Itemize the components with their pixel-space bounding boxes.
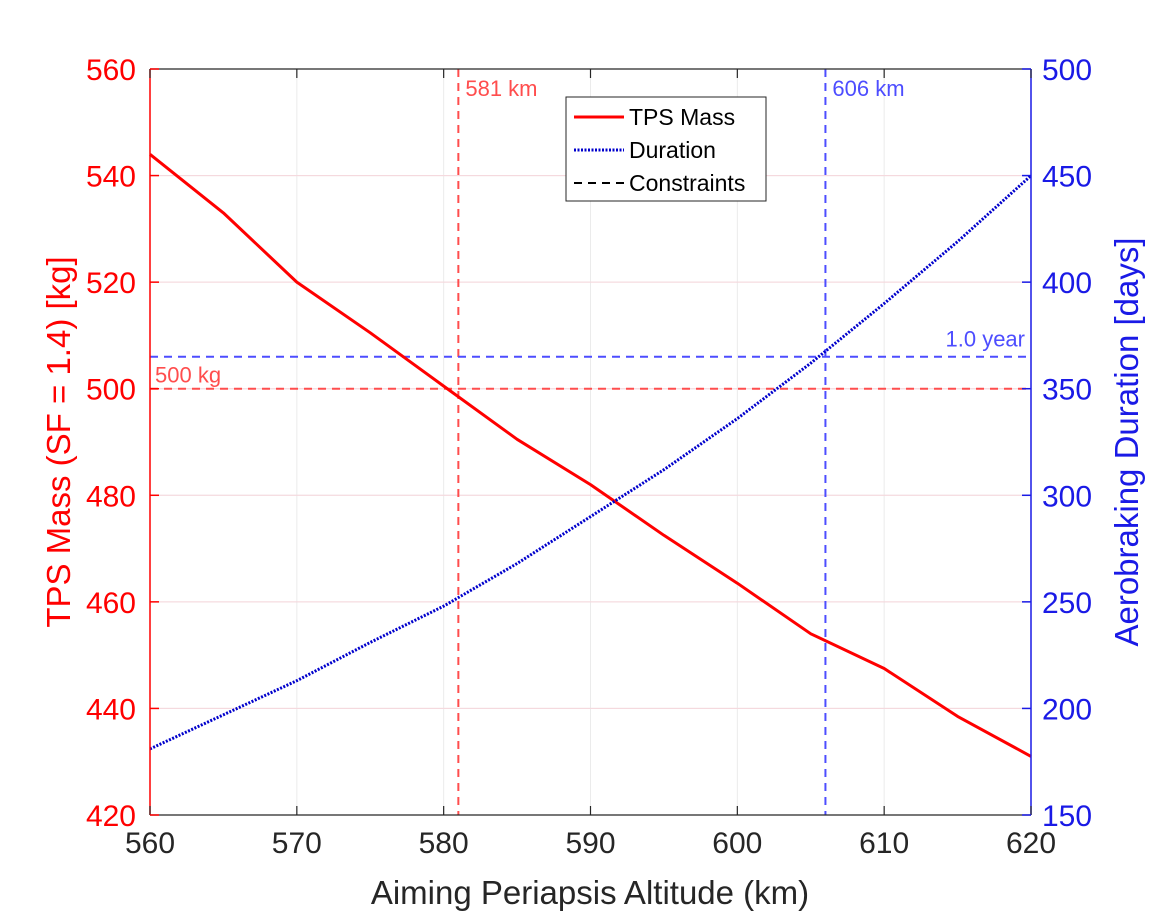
x-tick-label: 620 bbox=[1006, 827, 1056, 860]
y-left-tick-label: 520 bbox=[86, 267, 136, 300]
axes bbox=[149, 68, 1032, 816]
y-left-tick-label: 560 bbox=[86, 54, 136, 87]
y-right-tick-label: 200 bbox=[1042, 693, 1092, 726]
x-axis-label: Aiming Periapsis Altitude (km) bbox=[371, 874, 809, 911]
tick-labels: 560 570 580 590 600 610 620 420 440 460 480 500 520 5… bbox=[86, 54, 1092, 860]
legend-label: TPS Mass bbox=[629, 104, 735, 130]
y-left-tick-label: 420 bbox=[86, 800, 136, 833]
x-tick-label: 570 bbox=[272, 827, 322, 860]
y-left-tick-label: 540 bbox=[86, 161, 136, 194]
tps-mass-line bbox=[149, 153, 1032, 758]
legend-label: Duration bbox=[629, 137, 716, 163]
constraint-lines bbox=[150, 69, 1031, 815]
y-right-tick-label: 450 bbox=[1042, 161, 1092, 194]
legend: TPS Mass Duration Constraints bbox=[565, 96, 767, 202]
y-right-tick-label: 350 bbox=[1042, 374, 1092, 407]
y-left-tick-label: 460 bbox=[86, 587, 136, 620]
y-right-tick-label: 500 bbox=[1042, 54, 1092, 87]
y-right-tick-label: 400 bbox=[1042, 267, 1092, 300]
legend-label: Constraints bbox=[629, 170, 745, 196]
y-right-tick-label: 250 bbox=[1042, 587, 1092, 620]
constraint-annotation: 606 km bbox=[832, 76, 904, 101]
y-left-tick-label: 480 bbox=[86, 480, 136, 513]
x-tick-label: 580 bbox=[419, 827, 469, 860]
x-tick-label: 590 bbox=[565, 827, 615, 860]
series-lines bbox=[149, 153, 1033, 758]
constraint-annotation: 1.0 year bbox=[946, 327, 1026, 352]
x-tick-label: 610 bbox=[859, 827, 909, 860]
y-left-tick-label: 500 bbox=[86, 374, 136, 407]
duration-line bbox=[149, 174, 1033, 751]
y-right-tick-label: 150 bbox=[1042, 800, 1092, 833]
annotations: 581 km 606 km 500 kg 1.0 year bbox=[155, 76, 1025, 388]
constraint-annotation: 500 kg bbox=[155, 363, 221, 388]
y-left-axis-label: TPS Mass (SF = 1.4) [kg] bbox=[40, 256, 77, 627]
y-right-tick-label: 300 bbox=[1042, 480, 1092, 513]
x-tick-label: 600 bbox=[712, 827, 762, 860]
y-right-axis-label: Aerobraking Duration [days] bbox=[1108, 237, 1145, 646]
constraint-annotation: 581 km bbox=[465, 76, 537, 101]
y-left-tick-label: 440 bbox=[86, 693, 136, 726]
x-tick-label: 560 bbox=[125, 827, 175, 860]
